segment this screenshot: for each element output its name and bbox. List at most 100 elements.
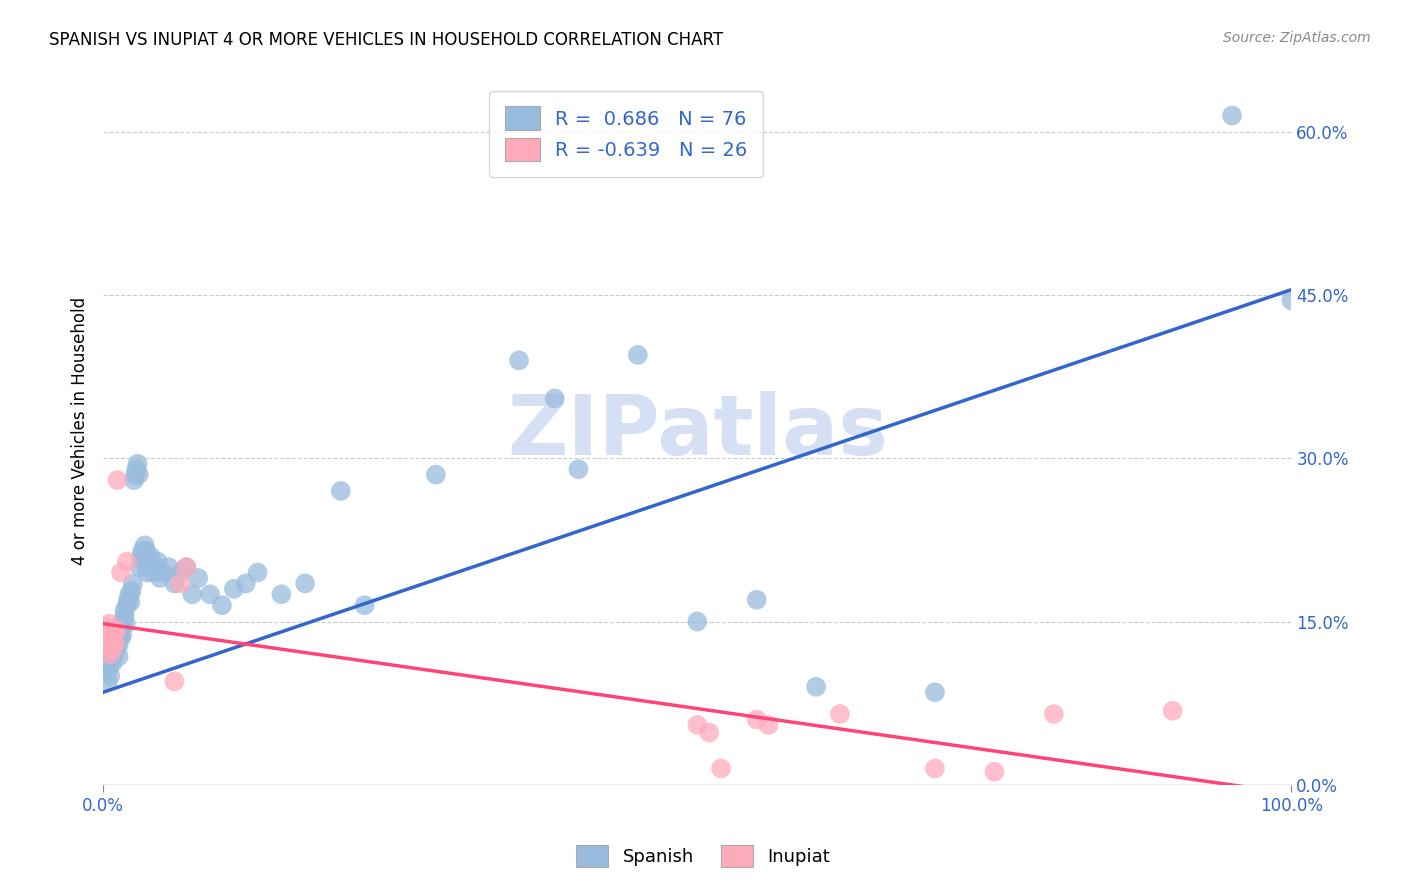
Point [129, 549, 152, 564]
Point [924, 685, 946, 699]
Point [118, 587, 141, 601]
Point [745, 713, 768, 727]
Point [169, 576, 191, 591]
Point [110, 620, 132, 634]
Point [294, 576, 316, 591]
Point [117, 592, 139, 607]
Point [508, 353, 530, 368]
Point [145, 560, 167, 574]
Point [115, 555, 138, 569]
Point [1281, 293, 1303, 308]
Point [163, 576, 186, 591]
Point [176, 560, 198, 574]
Point [114, 604, 136, 618]
Point [101, 641, 124, 656]
Point [107, 639, 129, 653]
Point [97, 625, 120, 640]
Point [110, 566, 132, 580]
Point [94, 620, 117, 634]
Point [686, 615, 709, 629]
Point [98, 616, 121, 631]
Point [163, 674, 186, 689]
Point [94, 664, 117, 678]
Point [101, 656, 124, 670]
Point [105, 631, 128, 645]
Point [181, 587, 204, 601]
Point [105, 473, 128, 487]
Point [142, 566, 165, 580]
Point [187, 571, 209, 585]
Point [128, 467, 150, 482]
Point [828, 706, 851, 721]
Point [104, 636, 127, 650]
Point [758, 718, 780, 732]
Point [111, 627, 134, 641]
Point [686, 718, 709, 732]
Point [122, 473, 145, 487]
Point [98, 660, 121, 674]
Point [97, 674, 120, 689]
Point [124, 467, 146, 482]
Point [235, 576, 257, 591]
Point [627, 348, 650, 362]
Text: SPANISH VS INUPIAT 4 OR MORE VEHICLES IN HOUSEHOLD CORRELATION CHART: SPANISH VS INUPIAT 4 OR MORE VEHICLES IN… [49, 31, 723, 49]
Point [129, 560, 152, 574]
Point [1161, 704, 1184, 718]
Point [136, 555, 159, 569]
Point [567, 462, 589, 476]
Legend: Spanish, Inupiat: Spanish, Inupiat [568, 838, 838, 874]
Point [211, 598, 233, 612]
Point [112, 612, 135, 626]
Point [983, 764, 1005, 779]
Point [114, 616, 136, 631]
Point [134, 538, 156, 552]
Point [139, 549, 162, 564]
Point [98, 669, 121, 683]
Point [121, 576, 143, 591]
Point [745, 592, 768, 607]
Point [246, 566, 269, 580]
Point [132, 555, 155, 569]
Point [111, 616, 134, 631]
Point [135, 543, 157, 558]
Point [169, 566, 191, 580]
Text: ZIPatlas: ZIPatlas [506, 391, 887, 472]
Point [149, 571, 172, 585]
Point [110, 631, 132, 645]
Legend: R =  0.686   N = 76, R = -0.639   N = 26: R = 0.686 N = 76, R = -0.639 N = 26 [489, 91, 763, 177]
Point [120, 595, 142, 609]
Point [131, 543, 153, 558]
Point [105, 624, 128, 638]
Point [121, 584, 143, 599]
Point [425, 467, 447, 482]
Point [270, 587, 292, 601]
Point [1220, 109, 1243, 123]
Point [804, 680, 827, 694]
Point [198, 587, 221, 601]
Point [103, 627, 125, 641]
Point [100, 649, 122, 664]
Point [114, 609, 136, 624]
Point [96, 658, 118, 673]
Point [103, 647, 125, 661]
Point [101, 641, 124, 656]
Point [146, 555, 169, 569]
Point [710, 761, 733, 775]
Point [125, 462, 148, 476]
Point [157, 560, 180, 574]
Point [222, 582, 245, 596]
Point [697, 725, 720, 739]
Point [353, 598, 375, 612]
Point [127, 457, 149, 471]
Point [98, 652, 121, 666]
Point [115, 598, 138, 612]
Point [104, 636, 127, 650]
Point [1042, 706, 1064, 721]
Point [152, 566, 174, 580]
Point [108, 625, 131, 640]
Point [176, 560, 198, 574]
Point [100, 631, 122, 645]
Y-axis label: 4 or more Vehicles in Household: 4 or more Vehicles in Household [72, 297, 89, 566]
Point [105, 639, 128, 653]
Point [98, 647, 121, 661]
